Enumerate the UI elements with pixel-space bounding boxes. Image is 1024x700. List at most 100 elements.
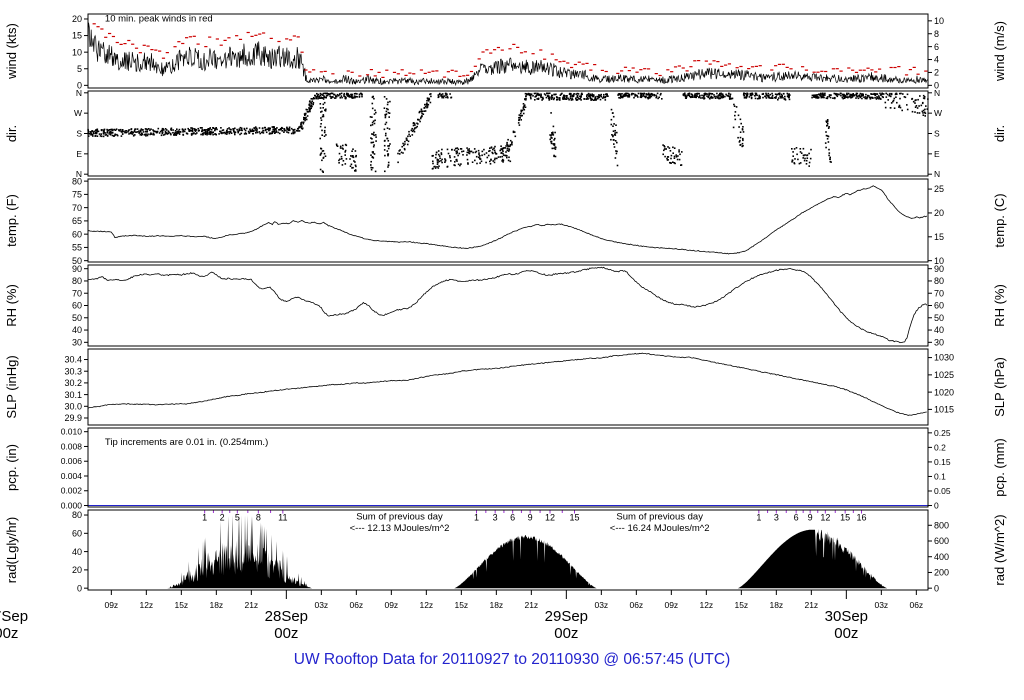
x-tick-label: 09z [384, 600, 398, 610]
dir-point [550, 140, 553, 143]
dir-point [894, 93, 897, 96]
x-tick-label: 09z [104, 600, 118, 610]
dir-point [96, 135, 99, 137]
dir-point [262, 129, 264, 132]
dir-point [786, 92, 789, 95]
dir-point [435, 153, 437, 156]
dir-point [454, 147, 457, 150]
dir-point [323, 96, 325, 99]
dir-point [319, 125, 322, 128]
dir-point [288, 129, 291, 132]
dir-point [811, 96, 813, 99]
dir-point [445, 94, 447, 96]
dir-point [240, 127, 243, 130]
dir-point [900, 92, 902, 95]
dir-point [587, 98, 589, 100]
dir-point [502, 150, 504, 152]
dir-point [383, 107, 386, 109]
dir-point [882, 93, 885, 95]
dir-point [758, 94, 761, 97]
dir-point [501, 158, 504, 161]
dir-point [255, 130, 258, 132]
dir-point [427, 98, 429, 101]
dir-point [859, 96, 862, 99]
dir-point [209, 132, 212, 134]
dir-point [571, 95, 574, 98]
dir-point [506, 155, 508, 157]
dir-point [580, 95, 582, 97]
dir-point [637, 92, 640, 95]
dir-point [915, 99, 917, 101]
dir-point [100, 129, 103, 132]
y-tick-label-right: 600 [934, 536, 949, 546]
dir-point [856, 95, 858, 98]
x-tick-label: 18z [209, 600, 223, 610]
panel-rad: 1 2 5 8 11 1 3 6 9 12 15 1 3 6 9 12 15 160204060800200400… [4, 509, 1007, 593]
dir-point [204, 131, 207, 133]
rad-hour-label: 1 [474, 513, 479, 523]
y-tick-label-right: 8 [934, 29, 939, 39]
dir-point [251, 130, 254, 132]
dir-point [243, 133, 246, 135]
dir-point [628, 93, 631, 96]
dir-point [437, 153, 440, 156]
dir-point [321, 134, 323, 136]
dir-point [593, 94, 595, 96]
dir-point [308, 107, 310, 109]
dir-point [444, 158, 446, 160]
dir-point [160, 129, 163, 132]
dir-point [832, 97, 834, 99]
dir-point [355, 155, 357, 158]
dir-point [553, 143, 556, 145]
dir-point [356, 96, 358, 98]
dir-point [613, 139, 615, 141]
dir-point [324, 92, 326, 95]
dir-point [425, 103, 428, 106]
dir-point [208, 129, 210, 132]
dir-point [788, 93, 790, 95]
dir-point [850, 94, 852, 97]
dir-point [708, 94, 710, 96]
dir-point [434, 167, 437, 169]
dir-point [384, 123, 387, 126]
dir-point [384, 170, 386, 173]
rad-hour-label: 6 [510, 513, 515, 523]
dir-point [859, 92, 862, 95]
dir-point [387, 154, 389, 157]
dir-point [166, 133, 169, 135]
dir-point [352, 166, 354, 169]
dir-point [641, 92, 644, 95]
dir-point [817, 97, 819, 99]
dir-point [445, 92, 447, 95]
dir-point [791, 148, 793, 150]
dir-point [313, 97, 315, 100]
dir-point [354, 150, 357, 152]
dir-point [375, 136, 377, 138]
dir-point [703, 94, 706, 97]
dir-point [290, 127, 293, 130]
axis-title-right-wind: wind (m/s) [992, 21, 1007, 82]
dir-point [861, 97, 863, 100]
dir-point [120, 135, 123, 137]
dir-point [311, 105, 313, 108]
dir-point [622, 95, 625, 98]
dir-point [206, 132, 208, 134]
dir-point [806, 157, 809, 159]
dir-point [563, 96, 566, 99]
dir-point [373, 144, 375, 146]
dir-point [361, 93, 363, 95]
dir-point [419, 117, 422, 120]
dir-point [466, 158, 469, 161]
dir-point [889, 92, 891, 95]
dir-point [237, 131, 239, 134]
dir-point [492, 160, 494, 162]
dir-point [428, 98, 431, 101]
dir-point [533, 92, 536, 95]
dir-point [678, 158, 681, 161]
dir-point [901, 109, 903, 112]
dir-point [358, 95, 361, 98]
dir-point [835, 93, 837, 95]
dir-point [398, 153, 401, 155]
dir-point [857, 95, 860, 97]
dir-point [804, 154, 806, 156]
